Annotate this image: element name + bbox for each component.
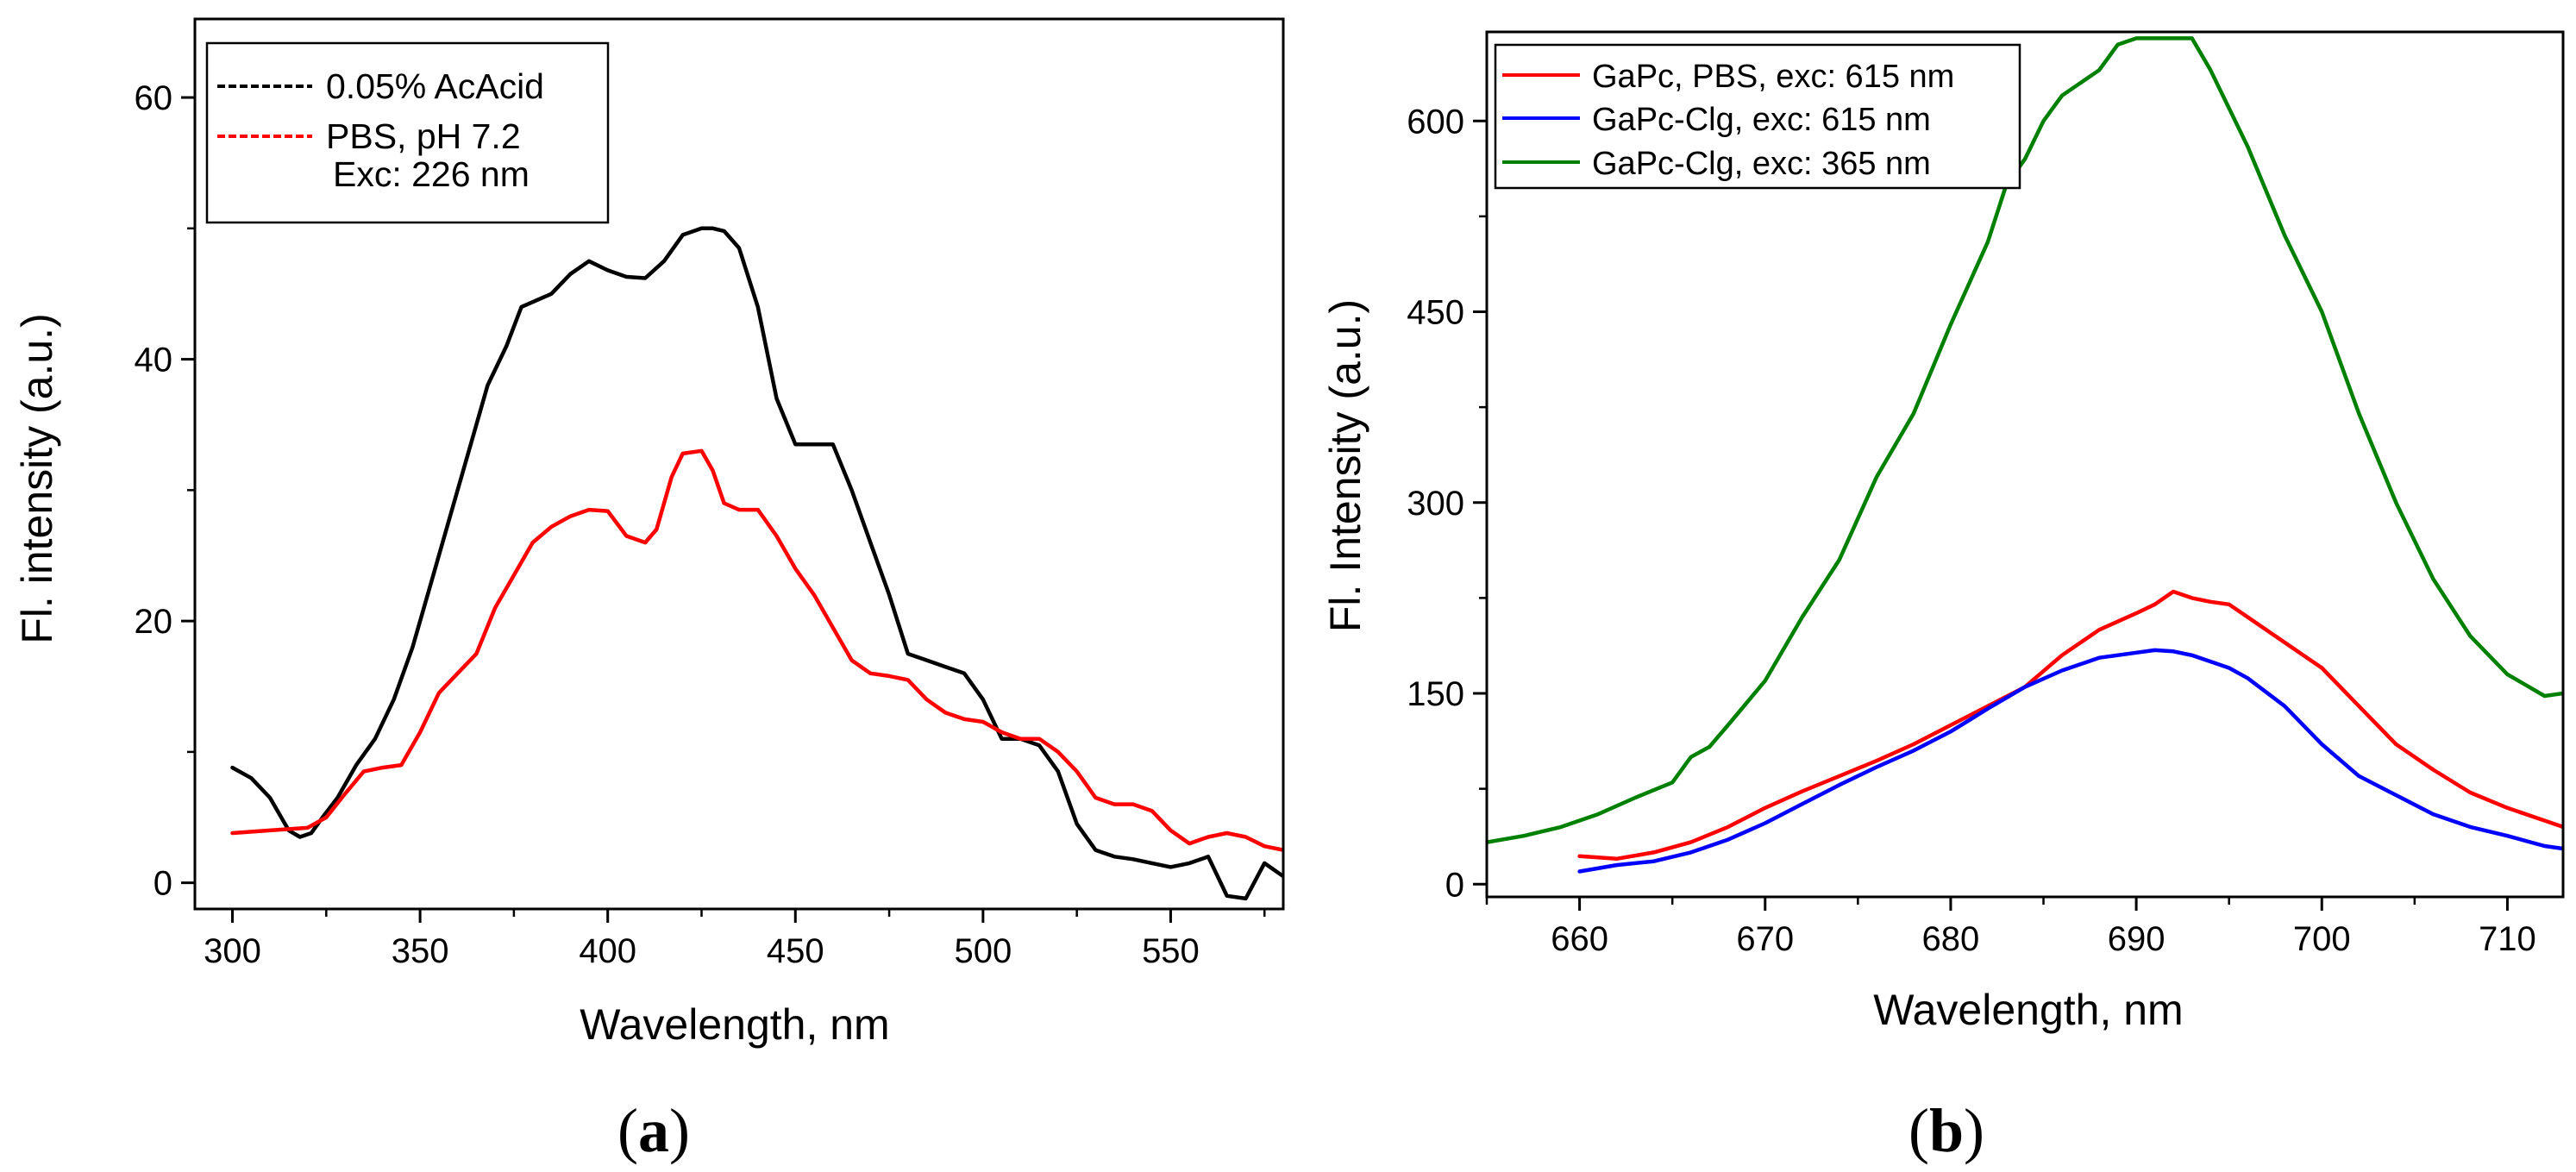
panel-b: 660 670 680 690 700 710 0 150 300 450 600 GaPc, PB…: [1321, 30, 2565, 1165]
panel-b-legend-label-1: GaPc, PBS, exc: 615 nm: [1592, 59, 1954, 95]
panel-a-x-tick-label: 350: [392, 932, 449, 970]
panel-b-legend-box: [1494, 43, 2021, 190]
panel-b-legend: GaPc, PBS, exc: 615 nm GaPc-Clg, exc: 615…: [1494, 43, 2021, 190]
panel-a-legend-label-1: 0.05% AcAcid: [326, 66, 544, 106]
panel-b-x-tick-label: 680: [1922, 920, 1980, 958]
panel-b-series-2-line: [1577, 648, 2563, 874]
panel-b-x-tick-label: 700: [2293, 920, 2351, 958]
panel-a-y-tick-label: 40: [135, 342, 173, 379]
panel-b-x-tick-label: 660: [1551, 920, 1608, 958]
panel-a-series-2-line: [230, 448, 1283, 852]
panel-b-plot-frame: [1485, 30, 2565, 899]
panel-a-series-1-line: [230, 226, 1283, 901]
panel-a-legend-note: Exc: 226 nm: [333, 154, 530, 194]
panel-b-y-tick-label: 0: [1445, 866, 1464, 904]
panel-a-label: (a): [617, 1096, 690, 1165]
panel-b-plot-area: 660 670 680 690 700 710 0 150 300 450 600: [1407, 30, 2565, 958]
panel-b-y-axis-title: Fl. Intensity (a.u.): [1321, 299, 1369, 632]
panel-b-legend-label-3: GaPc-Clg, exc: 365 nm: [1592, 146, 1931, 182]
panel-b-x-tick-label: 690: [2108, 920, 2165, 958]
panel-b-x-tick-label: 670: [1736, 920, 1794, 958]
panel-a-y-tick-label: 20: [135, 603, 173, 641]
panel-a-plot-frame: [193, 17, 1285, 911]
panel-a-x-tick-label: 550: [1142, 932, 1200, 970]
panel-b-y-tick-label: 450: [1407, 294, 1464, 332]
panel-b-x-tick-label: 710: [2479, 920, 2536, 958]
panel-a-plot-area: 300 350 400 450 500 550 0 20 40 60: [135, 17, 1285, 970]
panel-b-y-tick-label: 600: [1407, 103, 1464, 141]
panel-b-series-1-line: [1577, 589, 2563, 862]
panel-a-x-tick-label: 450: [767, 932, 824, 970]
panel-b-legend-label-2: GaPc-Clg, exc: 615 nm: [1592, 102, 1931, 138]
panel-a-x-tick-label: 400: [579, 932, 636, 970]
panel-a-y-tick-label: 60: [135, 79, 173, 117]
panel-b-y-tick-label: 300: [1407, 485, 1464, 523]
panel-a-legend-box: [205, 41, 610, 224]
panel-a: 300 350 400 450 500 550 0 20 40 60 0.05% AcAcid PB…: [13, 17, 1285, 1165]
panel-a-x-tick-label: 500: [954, 932, 1012, 970]
panel-b-y-tick-label: 150: [1407, 675, 1464, 713]
panel-b-x-axis-title: Wavelength, nm: [1873, 986, 2183, 1034]
panel-a-legend-label-2: PBS, pH 7.2: [326, 116, 521, 156]
panel-a-x-tick-label: 300: [204, 932, 261, 970]
panel-a-x-axis-title: Wavelength, nm: [580, 1000, 889, 1049]
panel-b-series-3-line: [1487, 36, 2563, 844]
panel-a-y-axis-title: Fl. intensity (a.u.): [13, 313, 61, 643]
panel-a-y-tick-label: 0: [154, 865, 172, 903]
panel-b-label: (b): [1908, 1096, 1984, 1165]
